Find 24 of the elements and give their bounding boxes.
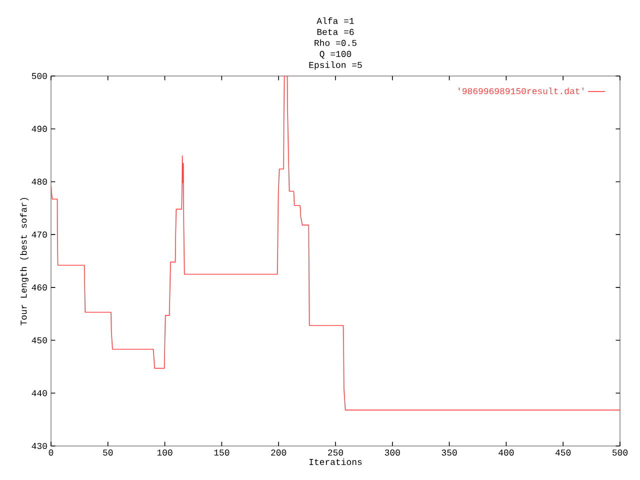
y-tick-label: 460 xyxy=(32,284,47,290)
y-tick-label: 500 xyxy=(32,72,47,80)
x-tick-label: 350 xyxy=(442,450,457,456)
x-tick-label: 500 xyxy=(612,450,628,456)
legend-label: '986996989150result.dat' xyxy=(458,88,584,94)
y-tick-label: 430 xyxy=(32,442,47,450)
y-tick-label: 450 xyxy=(32,337,47,344)
x-tick-label: 450 xyxy=(555,450,571,456)
x-tick-label: 0 xyxy=(48,450,54,456)
x-tick-label: 200 xyxy=(271,450,286,456)
x-tick-label: 300 xyxy=(384,450,400,456)
x-tick-label: 50 xyxy=(103,450,113,456)
y-tick-label: 470 xyxy=(32,232,47,238)
y-tick-label: 440 xyxy=(32,390,47,396)
x-tick-label: 100 xyxy=(157,450,172,456)
x-tick-label: 150 xyxy=(214,450,230,456)
x-tick-label: 400 xyxy=(498,450,514,456)
y-tick-label: 480 xyxy=(32,178,47,185)
y-axis-title: Tour Length (best sofar) xyxy=(20,198,28,326)
y-tick-label: 490 xyxy=(32,126,47,132)
x-tick-label: 250 xyxy=(328,450,344,456)
x-axis-title: Iterations xyxy=(309,458,362,466)
chart-title: Alfa =1 Beta =6 Rho =0.5 Q =100 Epsilon =5 xyxy=(309,17,362,70)
line-series xyxy=(51,76,620,410)
